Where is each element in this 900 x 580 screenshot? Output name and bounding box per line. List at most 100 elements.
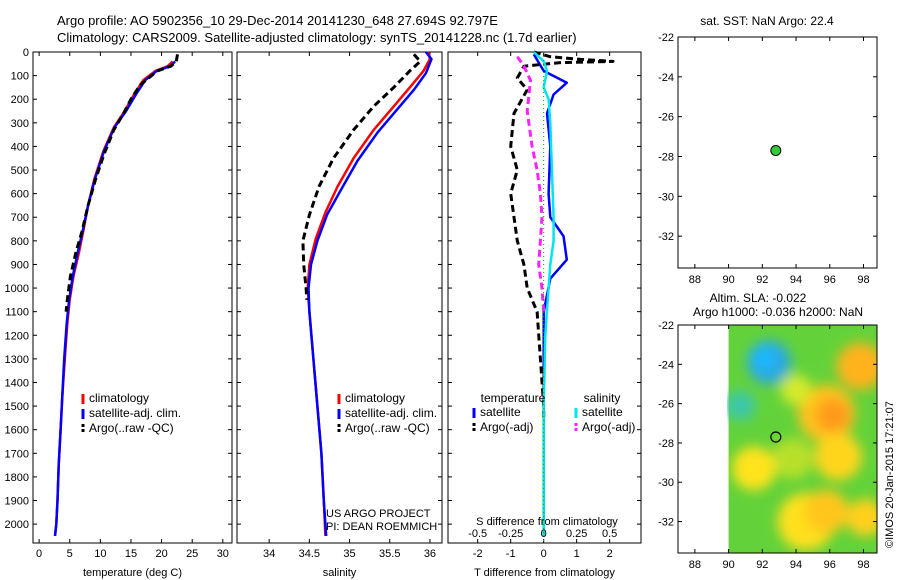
x-tick-label: 94 xyxy=(790,559,802,571)
legend-label: climatology xyxy=(89,391,149,405)
y-tick-label: 1600 xyxy=(5,425,29,437)
heatmap-blob xyxy=(804,489,849,534)
y-tick-label: 1200 xyxy=(5,330,29,342)
map-frame xyxy=(677,36,878,269)
heatmap-blob xyxy=(772,438,813,479)
y-tick-label: 1300 xyxy=(5,354,29,366)
legend-label: satellite xyxy=(582,405,623,419)
y-tick-label: 700 xyxy=(11,212,29,224)
legend-label: satellite xyxy=(480,405,521,419)
x-tick-label: 98 xyxy=(857,274,869,286)
map-title-line2: Argo h1000: -0.036 h2000: NaN xyxy=(693,305,863,319)
y-tick-label: -30 xyxy=(658,477,674,489)
x-tick-label: 20 xyxy=(155,548,167,560)
y-tick-label: 1400 xyxy=(5,377,29,389)
x-tick-label: 5 xyxy=(67,548,73,560)
y-tick-label: -22 xyxy=(658,320,674,332)
y-tick-label: 0 xyxy=(23,47,29,59)
sst-map-panel: sat. SST: NaN Argo: 22.4 88 90 92 94 96 98 -22 -… xyxy=(658,14,878,286)
heatmap-blob xyxy=(727,390,756,421)
heatmap-blob xyxy=(731,446,776,491)
header-line1: Argo profile: AO 5902356_10 29-Dec-2014 … xyxy=(57,13,498,28)
series-line-argo-adj- xyxy=(509,50,615,418)
legend-label: Argo(..raw -QC) xyxy=(89,421,174,435)
heatmap-blob xyxy=(780,374,812,406)
map-title-line1: Altim. SLA: -0.022 xyxy=(710,291,807,305)
y-tick-label: -26 xyxy=(658,112,674,124)
y-tick-label: -22 xyxy=(658,32,674,44)
x-tick-label: 35 xyxy=(343,548,355,560)
y-tick-label: -24 xyxy=(658,72,674,84)
y-tick-label: 2000 xyxy=(5,519,29,531)
legend-label: Argo(..raw -QC) xyxy=(345,421,430,435)
difference-panel: -2 -1 0 1 2 T difference from climatology -0.5… xyxy=(447,50,642,579)
x-tick-label: 96 xyxy=(824,559,836,571)
legend-label: Argo(-adj) xyxy=(480,420,533,434)
plot-frame xyxy=(236,51,443,544)
y-tick-label: 1100 xyxy=(5,307,29,319)
legend-header: salinity xyxy=(584,391,621,405)
legend-header: temperature xyxy=(481,391,546,405)
y-tick-label: -32 xyxy=(658,231,674,243)
y-tick-label: 1000 xyxy=(5,283,29,295)
x-tick-label: 98 xyxy=(857,559,869,571)
map-title: sat. SST: NaN Argo: 22.4 xyxy=(700,14,834,28)
series-line-argo-raw-qc- xyxy=(301,53,422,301)
y-tick-label: 100 xyxy=(11,71,29,83)
salinity-panel: 34 34.5 35 35.5 36 salinity climatologysatelli… xyxy=(236,51,443,579)
y-tick-label: -26 xyxy=(658,399,674,411)
x-axis-label: T difference from climatology xyxy=(474,567,615,579)
heatmap-blob xyxy=(836,342,877,390)
argo-location-marker xyxy=(770,145,782,157)
legend-label: satellite-adj. clim. xyxy=(345,406,437,420)
x-tick-label: 15 xyxy=(125,548,137,560)
plot-frame xyxy=(32,51,233,544)
x-tick-label: 0 xyxy=(36,548,42,560)
y-tick-label: 1500 xyxy=(5,401,29,413)
x-tick-label: 88 xyxy=(689,274,701,286)
x-tick-label: 0 xyxy=(541,548,547,560)
legend-label: Argo(-adj) xyxy=(582,420,635,434)
x-tick-label: 92 xyxy=(756,274,768,286)
argo-location-marker xyxy=(770,431,782,443)
top-x-tick-label: -0.25 xyxy=(498,528,523,540)
top-x-axis-label: S difference from climatology xyxy=(476,516,618,528)
y-tick-label: 900 xyxy=(11,259,29,271)
top-x-tick-label: 0 xyxy=(541,528,547,540)
series-line-argo-adj- xyxy=(516,55,546,312)
x-tick-label: 35.5 xyxy=(379,548,400,560)
x-tick-label: 90 xyxy=(722,274,734,286)
y-tick-label: -24 xyxy=(658,359,674,371)
y-tick-label: -28 xyxy=(658,438,674,450)
heatmap-blob xyxy=(752,346,776,371)
series-line-satellite-adj-clim- xyxy=(307,51,433,536)
heatmap-blobs xyxy=(727,340,877,551)
x-tick-label: 36 xyxy=(424,548,436,560)
sla-heatmap xyxy=(727,325,877,553)
heatmap-blob xyxy=(816,398,851,433)
y-tick-label: 300 xyxy=(11,118,29,130)
y-tick-label: 1800 xyxy=(5,472,29,484)
legend-label: climatology xyxy=(345,391,405,405)
y-tick-label: -30 xyxy=(658,191,674,203)
x-tick-label: 2 xyxy=(607,548,613,560)
y-tick-label: 600 xyxy=(11,189,29,201)
x-axis-label: salinity xyxy=(323,567,357,579)
y-tick-label: 1700 xyxy=(5,448,29,460)
top-x-tick-label: -0.5 xyxy=(468,528,487,540)
x-tick-label: -1 xyxy=(506,548,516,560)
x-tick-label: -2 xyxy=(473,548,483,560)
y-tick-label: 1900 xyxy=(5,496,29,508)
x-tick-label: 92 xyxy=(756,559,768,571)
x-tick-label: 90 xyxy=(722,559,734,571)
top-x-tick-label: 0.25 xyxy=(566,528,587,540)
y-tick-label: 400 xyxy=(11,141,29,153)
x-tick-label: 30 xyxy=(217,548,229,560)
header-line2: Climatology: CARS2009. Satellite-adjuste… xyxy=(57,30,577,45)
series-line-argo-raw-qc- xyxy=(64,54,179,312)
credit-line2: PI: DEAN ROEMMICH xyxy=(326,521,437,533)
y-tick-label: 800 xyxy=(11,236,29,248)
map-frame xyxy=(677,324,878,554)
